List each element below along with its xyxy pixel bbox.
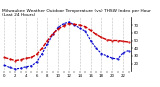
Text: Milwaukee Weather Outdoor Temperature (vs) THSW Index per Hour (Last 24 Hours): Milwaukee Weather Outdoor Temperature (v… [2,9,150,17]
